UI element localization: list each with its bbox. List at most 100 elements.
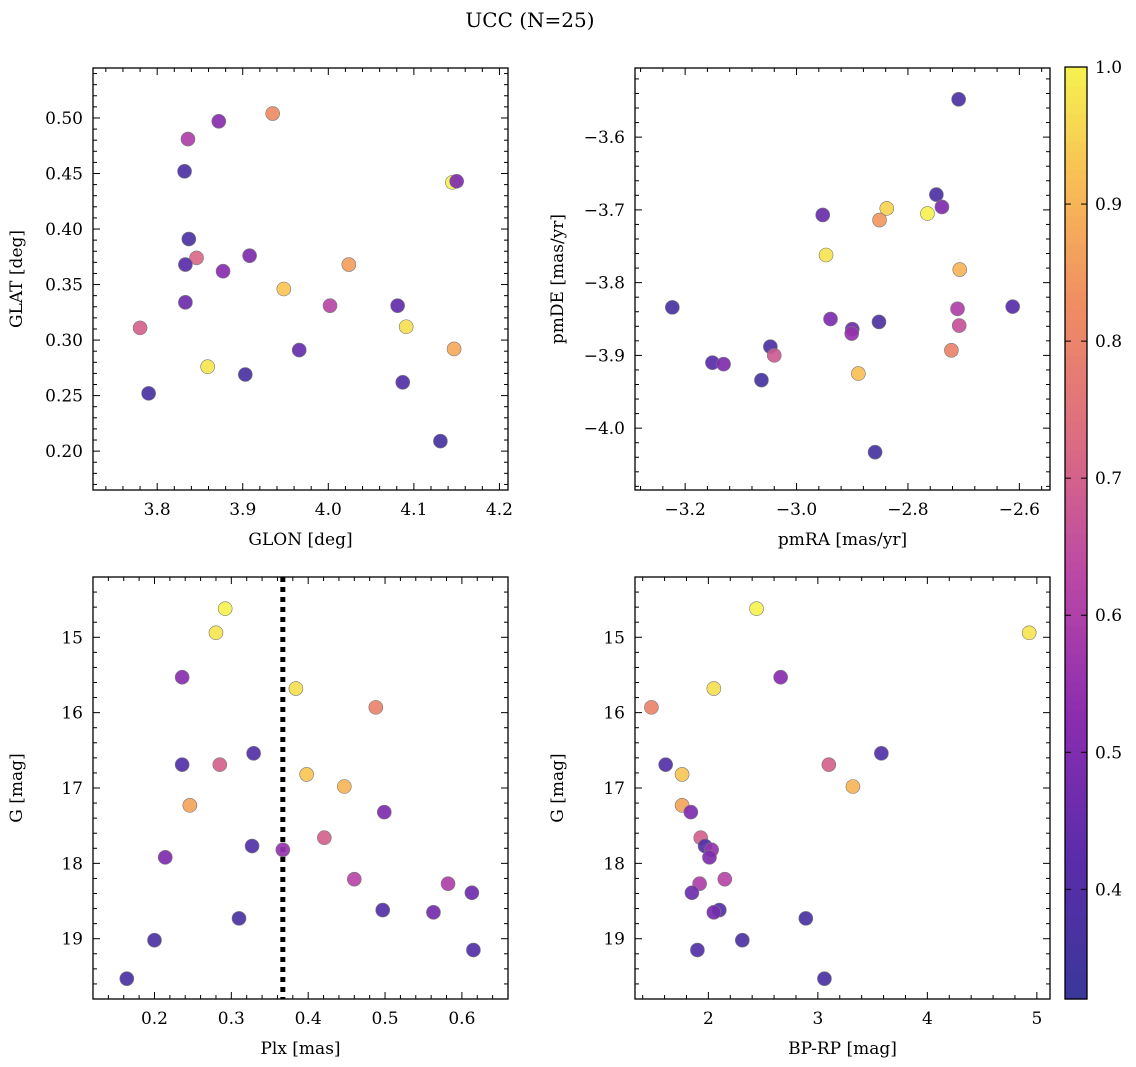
colorbar-segment: [1065, 76, 1087, 87]
colorbar-segment: [1065, 971, 1087, 981]
scatter-point: [951, 91, 966, 107]
scatter-point: [844, 326, 859, 341]
colorbar-segment: [1065, 700, 1087, 711]
y-tick-label: 0.40: [45, 220, 83, 240]
colorbar-segment: [1065, 710, 1087, 720]
scatter-point: [773, 669, 788, 685]
scatter-point: [182, 798, 198, 813]
scatter-point: [178, 295, 193, 310]
colorbar-segment: [1065, 365, 1087, 376]
colorbar-segment: [1065, 383, 1087, 394]
scatter-point: [341, 257, 357, 272]
colorbar-segment: [1065, 281, 1087, 292]
colorbar-segment: [1065, 887, 1087, 898]
colorbar-segment: [1065, 216, 1087, 227]
scatter-point: [702, 850, 717, 865]
colorbar-segment: [1065, 449, 1087, 460]
colorbar-segment: [1065, 178, 1087, 189]
y-axis-label: G [mag]: [7, 753, 27, 822]
y-tick-label: 0.30: [45, 331, 83, 351]
colorbar-segment: [1065, 244, 1087, 254]
y-tick-label: 19: [603, 930, 625, 950]
colorbar-segment: [1065, 355, 1087, 366]
scatter-point: [944, 343, 959, 358]
colorbar-segment: [1065, 933, 1087, 944]
scatter-point: [288, 681, 304, 696]
colorbar-segment: [1065, 542, 1087, 553]
y-tick-label: 0.45: [45, 165, 83, 185]
colorbar-segment: [1065, 467, 1087, 478]
scatter-point: [147, 932, 162, 948]
scatter-point: [706, 681, 722, 696]
colorbar-segment: [1065, 868, 1087, 879]
scatter-point: [244, 838, 260, 854]
scatter-point: [246, 746, 261, 761]
scatter-point: [174, 757, 190, 772]
colorbar-segment: [1065, 793, 1087, 804]
scatter-point: [346, 871, 362, 887]
colorbar-segment: [1065, 393, 1087, 404]
scatter-point: [951, 318, 967, 333]
colorbar-segment: [1065, 989, 1087, 1000]
colorbar-frame: [1064, 66, 1088, 1000]
colorbar-tick-label: 1.0: [1095, 58, 1122, 78]
colorbar-segment: [1065, 654, 1087, 665]
axes-frame: [634, 576, 1051, 1000]
scatter-point: [754, 372, 769, 388]
colorbar-segment: [1065, 188, 1087, 199]
colorbar-segment: [1065, 85, 1087, 96]
scatter-point: [299, 767, 314, 782]
y-tick-label: 19: [61, 930, 83, 950]
colorbar-segment: [1065, 337, 1087, 348]
colorbar-segment: [1065, 300, 1087, 310]
colorbar-segment: [1065, 477, 1087, 487]
scatter-point: [466, 942, 481, 958]
scatter-point: [658, 757, 673, 772]
colorbar-segment: [1065, 775, 1087, 786]
scatter-point: [322, 298, 338, 313]
colorbar-segment: [1065, 952, 1087, 963]
scatter-point: [291, 342, 307, 358]
colorbar-segment: [1065, 141, 1087, 152]
y-axis-label: GLAT [deg]: [7, 230, 27, 328]
scatter-point: [368, 700, 384, 715]
scatter-point: [178, 257, 193, 272]
scatter-point: [817, 971, 832, 986]
scatter-point: [766, 348, 782, 363]
scatter-point: [845, 779, 861, 794]
panel-1: 3.8 3.9 4.0 4.1 4.2 0.20 0.25 0.30 0.35 0.40 0.45 0…: [7, 67, 513, 550]
colorbar-segment: [1065, 644, 1087, 655]
colorbar-segment: [1065, 318, 1087, 329]
y-tick-label: 18: [61, 854, 83, 874]
y-tick-label: 15: [603, 628, 625, 648]
colorbar-segment: [1065, 458, 1087, 469]
scatter-point: [684, 885, 700, 901]
colorbar-segment: [1065, 327, 1087, 338]
panel-3: 0.2 0.3 0.4 0.5 0.6 15 16 17 18 19 Plx [mas] G [mag…: [7, 576, 509, 1059]
x-tick-label: 5: [1031, 1009, 1042, 1029]
colorbar: 0.4 0.5 0.6 0.7 0.8 0.9 1.0: [1064, 58, 1122, 1000]
axes-frame: [92, 67, 509, 491]
y-tick-label: −3.7: [584, 201, 625, 221]
colorbar-segment: [1065, 225, 1087, 236]
scatter-point: [177, 163, 192, 179]
y-tick-label: 16: [603, 704, 625, 724]
scatter-point: [433, 433, 448, 449]
scatter-point: [157, 850, 173, 865]
colorbar-segment: [1065, 588, 1087, 599]
scatter-point: [390, 298, 405, 313]
colorbar-segment: [1065, 122, 1087, 133]
colorbar-segment: [1065, 514, 1087, 525]
x-tick-label: 4.2: [486, 500, 513, 520]
scatter-point: [665, 300, 680, 315]
scatter-point: [1005, 299, 1020, 314]
colorbar-segment: [1065, 421, 1087, 432]
colorbar-segment: [1065, 616, 1087, 627]
colorbar-segment: [1065, 430, 1087, 441]
colorbar-segment: [1065, 411, 1087, 422]
scatter-point: [872, 212, 887, 228]
scatter-point: [211, 114, 227, 129]
scatter-point: [317, 830, 332, 846]
scatter-point: [879, 201, 895, 216]
